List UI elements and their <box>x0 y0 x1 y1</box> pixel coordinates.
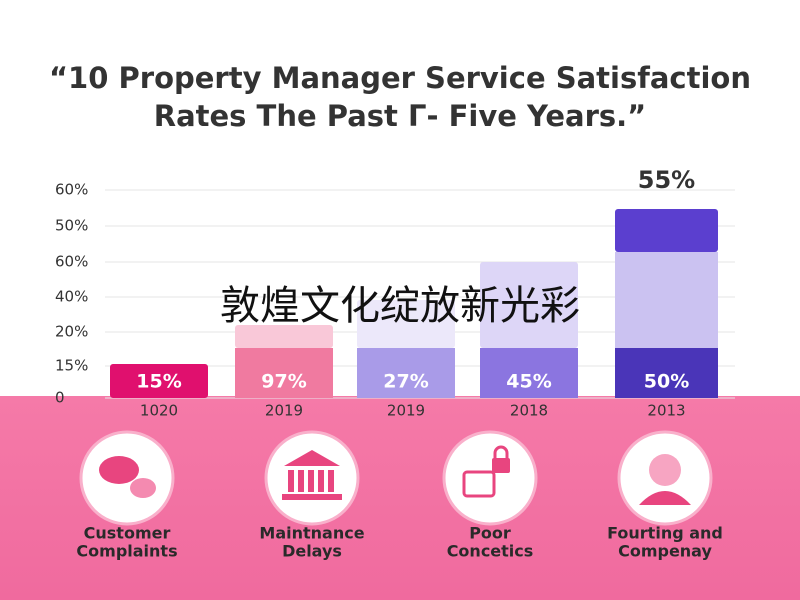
icon-body <box>639 491 691 505</box>
icon-box <box>462 470 496 498</box>
year-label: 2019 <box>265 402 303 420</box>
card-caption: Delays <box>282 542 342 561</box>
axis-label: 60% <box>55 253 88 271</box>
bar-label: 45% <box>506 371 551 393</box>
card-caption: Compenay <box>618 542 712 561</box>
axis-label: 0 <box>55 389 65 407</box>
bar-segment <box>615 348 718 398</box>
icon-bubble <box>99 456 139 484</box>
axis-label: 60% <box>55 181 88 199</box>
icon-column <box>288 470 294 492</box>
year-label: 1020 <box>140 402 178 420</box>
bar-segment <box>480 348 578 398</box>
icon-base <box>282 494 342 500</box>
bar-segment <box>615 252 718 348</box>
icon-column <box>318 470 324 492</box>
card-caption: Customer <box>84 524 171 543</box>
icon-shackle <box>493 445 509 458</box>
card-caption: Concetics <box>447 542 534 561</box>
axis-label: 40% <box>55 288 88 306</box>
card-caption: Poor <box>469 524 511 543</box>
icon-column <box>328 470 334 492</box>
bar-segment <box>235 325 333 348</box>
icon-roof <box>284 450 340 466</box>
year-label: 2019 <box>387 402 425 420</box>
overlay-text: 敦煌文化绽放新光彩 <box>220 283 580 329</box>
bar-label: 97% <box>261 371 306 393</box>
bar-segment <box>235 348 333 398</box>
bar-label: 27% <box>383 371 428 393</box>
bar-segment <box>110 364 208 398</box>
bar-label: 15% <box>136 371 181 393</box>
title-line: “10 Property Manager Service Satisfactio… <box>49 61 751 95</box>
year-label: 2018 <box>510 402 548 420</box>
icon-lock <box>492 458 510 473</box>
axis-label: 20% <box>55 323 88 341</box>
bar-segment <box>480 262 578 348</box>
title-line: Rates The Past Γ- Five Years.” <box>154 99 647 133</box>
card-caption: Complaints <box>76 542 177 561</box>
icon-head <box>649 454 681 486</box>
card-caption: Maintnance <box>259 524 364 543</box>
year-label: 2013 <box>647 402 685 420</box>
icon-column <box>308 470 314 492</box>
bar-segment <box>357 348 455 398</box>
bar-label: 50% <box>644 371 689 393</box>
bar-segment <box>615 209 718 252</box>
top-label: 55% <box>638 166 695 194</box>
icon-bubble <box>130 478 156 498</box>
card-caption: Fourting and <box>607 524 723 543</box>
axis-label: 50% <box>55 217 88 235</box>
icon-column <box>298 470 304 492</box>
axis-label: 15% <box>55 357 88 375</box>
bar-segment <box>357 300 455 348</box>
icon-circle <box>442 430 538 526</box>
